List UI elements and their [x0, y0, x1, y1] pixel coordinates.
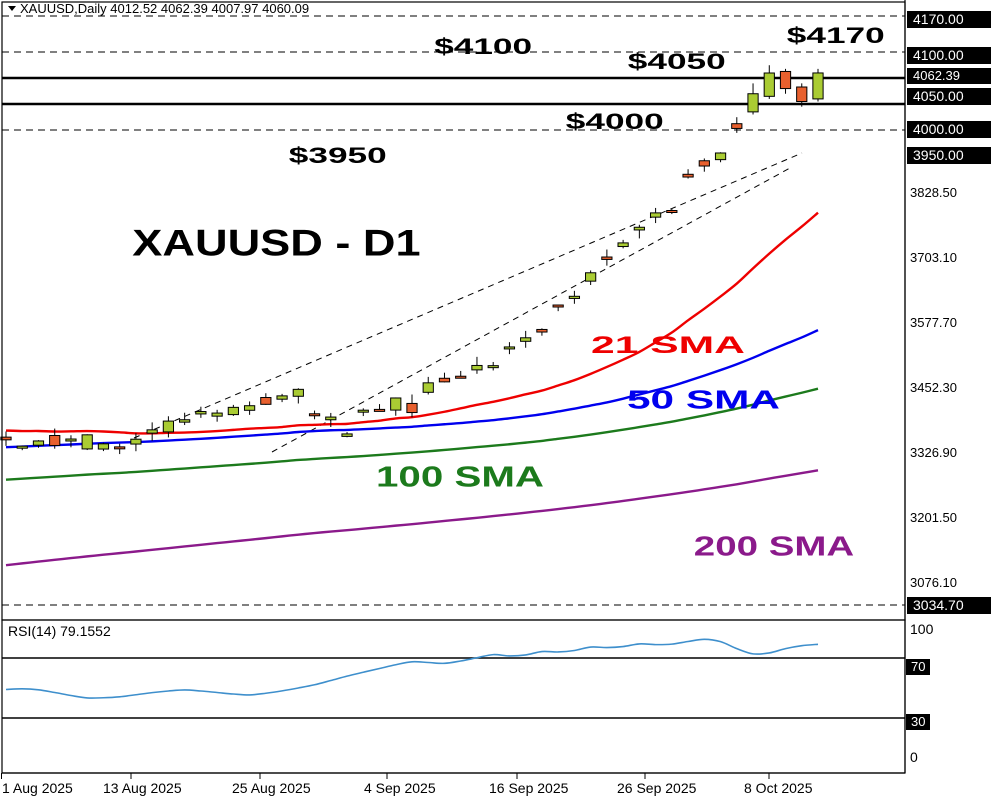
svg-text:100: 100	[910, 621, 934, 637]
svg-text:4100.00: 4100.00	[913, 47, 964, 63]
svg-text:$3950: $3950	[289, 144, 387, 169]
svg-text:16 Sep 2025: 16 Sep 2025	[489, 780, 569, 796]
svg-text:XAUUSD,Daily 4012.52 4062.39: XAUUSD,Daily 4012.52 4062.39 4007.97 406…	[20, 1, 309, 16]
svg-text:21 SMA: 21 SMA	[591, 332, 745, 359]
svg-text:3828.50: 3828.50	[910, 185, 957, 200]
svg-text:0: 0	[910, 749, 918, 765]
svg-text:3703.10: 3703.10	[910, 250, 957, 265]
svg-text:3950.00: 3950.00	[913, 147, 964, 163]
svg-text:26 Sep 2025: 26 Sep 2025	[617, 780, 697, 796]
svg-text:3577.70: 3577.70	[910, 315, 957, 330]
svg-text:3452.30: 3452.30	[910, 380, 957, 395]
svg-text:4 Sep 2025: 4 Sep 2025	[364, 780, 436, 796]
svg-text:3076.10: 3076.10	[910, 575, 957, 590]
svg-text:25 Aug 2025: 25 Aug 2025	[232, 780, 311, 796]
svg-text:1 Aug 2025: 1 Aug 2025	[2, 780, 73, 796]
svg-text:$4100: $4100	[434, 35, 532, 60]
svg-text:4170.00: 4170.00	[913, 11, 964, 27]
svg-text:4050.00: 4050.00	[913, 88, 964, 104]
svg-text:$4000: $4000	[566, 110, 664, 135]
svg-text:$4050: $4050	[628, 50, 726, 75]
svg-text:4000.00: 4000.00	[913, 121, 964, 137]
svg-text:XAUUSD - D1: XAUUSD - D1	[132, 222, 420, 263]
svg-text:70: 70	[911, 659, 925, 674]
svg-text:RSI(14) 79.1552: RSI(14) 79.1552	[8, 623, 111, 639]
svg-text:30: 30	[911, 714, 925, 729]
svg-text:3034.70: 3034.70	[913, 597, 964, 613]
svg-text:100 SMA: 100 SMA	[376, 461, 544, 493]
svg-text:$4170: $4170	[787, 24, 885, 49]
svg-text:50 SMA: 50 SMA	[627, 386, 780, 414]
svg-text:3326.90: 3326.90	[910, 445, 957, 460]
svg-text:4062.39: 4062.39	[913, 68, 960, 83]
svg-text:13 Aug 2025: 13 Aug 2025	[103, 780, 182, 796]
svg-text:8 Oct 2025: 8 Oct 2025	[744, 780, 813, 796]
svg-text:200 SMA: 200 SMA	[694, 532, 854, 562]
svg-text:3201.50: 3201.50	[910, 510, 957, 525]
